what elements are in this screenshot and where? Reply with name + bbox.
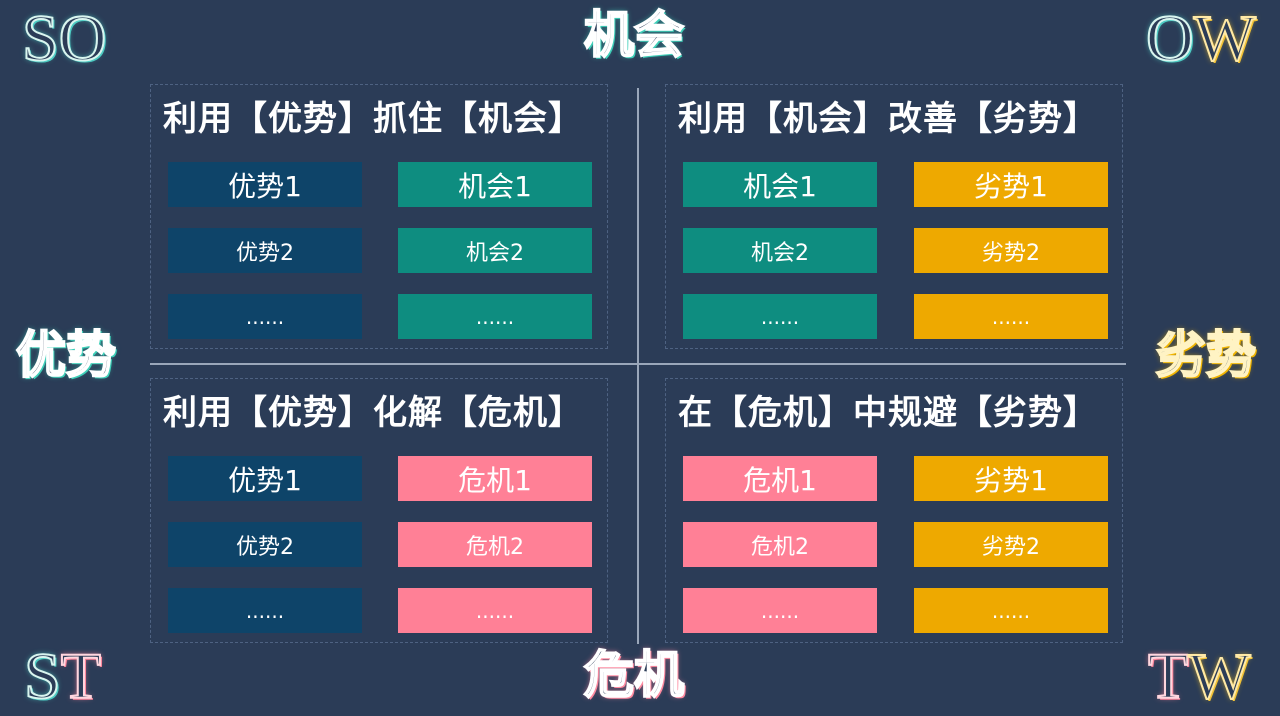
strength-item: ...... [168, 294, 362, 339]
corner-letter-w: W [1193, 2, 1257, 75]
weakness-item: 劣势2 [914, 228, 1108, 273]
quadrant-so: 利用【优势】抓住【机会】 优势1 机会1 优势2 机会2 ...... ....… [150, 84, 608, 349]
threat-item: 危机2 [683, 522, 877, 567]
corner-letter-t: T [60, 640, 102, 713]
axis-label-threat: 危机 [583, 646, 685, 704]
corner-label-st: ST [23, 640, 102, 713]
weakness-item: 劣势1 [914, 162, 1108, 207]
axis-label-opportunity: 机会 [583, 6, 685, 64]
weakness-item: ...... [914, 588, 1108, 633]
corner-letter-w: W [1187, 640, 1251, 713]
corner-letter-s: S [23, 640, 62, 713]
corner-label-ow: OW [1145, 2, 1257, 75]
strength-item: 优势1 [168, 162, 362, 207]
opportunity-item: ...... [398, 294, 592, 339]
weakness-item: 劣势2 [914, 522, 1108, 567]
opportunity-item: 机会1 [683, 162, 877, 207]
opportunity-item: 机会2 [683, 228, 877, 273]
axis-label-strength: 优势 [15, 326, 117, 384]
quadrant-title: 在【危机】中规避【劣势】 [678, 393, 1098, 433]
corner-label-tw: TW [1147, 640, 1252, 713]
threat-item: 危机1 [398, 456, 592, 501]
horizontal-divider [150, 363, 1126, 365]
quadrant-title: 利用【机会】改善【劣势】 [678, 99, 1098, 139]
vertical-divider [637, 88, 639, 644]
corner-letter-o: O [58, 2, 108, 75]
threat-item: ...... [683, 588, 877, 633]
threat-item: 危机2 [398, 522, 592, 567]
weakness-item: 劣势1 [914, 456, 1108, 501]
corner-letter-t: T [1147, 640, 1189, 713]
strength-item: 优势2 [168, 522, 362, 567]
threat-item: ...... [398, 588, 592, 633]
quadrant-ow: 利用【机会】改善【劣势】 机会1 劣势1 机会2 劣势2 ...... ....… [665, 84, 1123, 349]
quadrant-st: 利用【优势】化解【危机】 优势1 危机1 优势2 危机2 ...... ....… [150, 378, 608, 643]
strength-item: 优势1 [168, 456, 362, 501]
strength-item: ...... [168, 588, 362, 633]
opportunity-item: 机会2 [398, 228, 592, 273]
opportunity-item: 机会1 [398, 162, 592, 207]
corner-letter-s: S [21, 2, 60, 75]
quadrant-title: 利用【优势】化解【危机】 [163, 393, 583, 433]
quadrant-title: 利用【优势】抓住【机会】 [163, 99, 583, 139]
axis-label-weakness: 劣势 [1155, 326, 1257, 384]
corner-letter-o: O [1145, 2, 1195, 75]
weakness-item: ...... [914, 294, 1108, 339]
threat-item: 危机1 [683, 456, 877, 501]
quadrant-tw: 在【危机】中规避【劣势】 危机1 劣势1 危机2 劣势2 ...... ....… [665, 378, 1123, 643]
corner-label-so: SO [21, 2, 108, 75]
strength-item: 优势2 [168, 228, 362, 273]
opportunity-item: ...... [683, 294, 877, 339]
